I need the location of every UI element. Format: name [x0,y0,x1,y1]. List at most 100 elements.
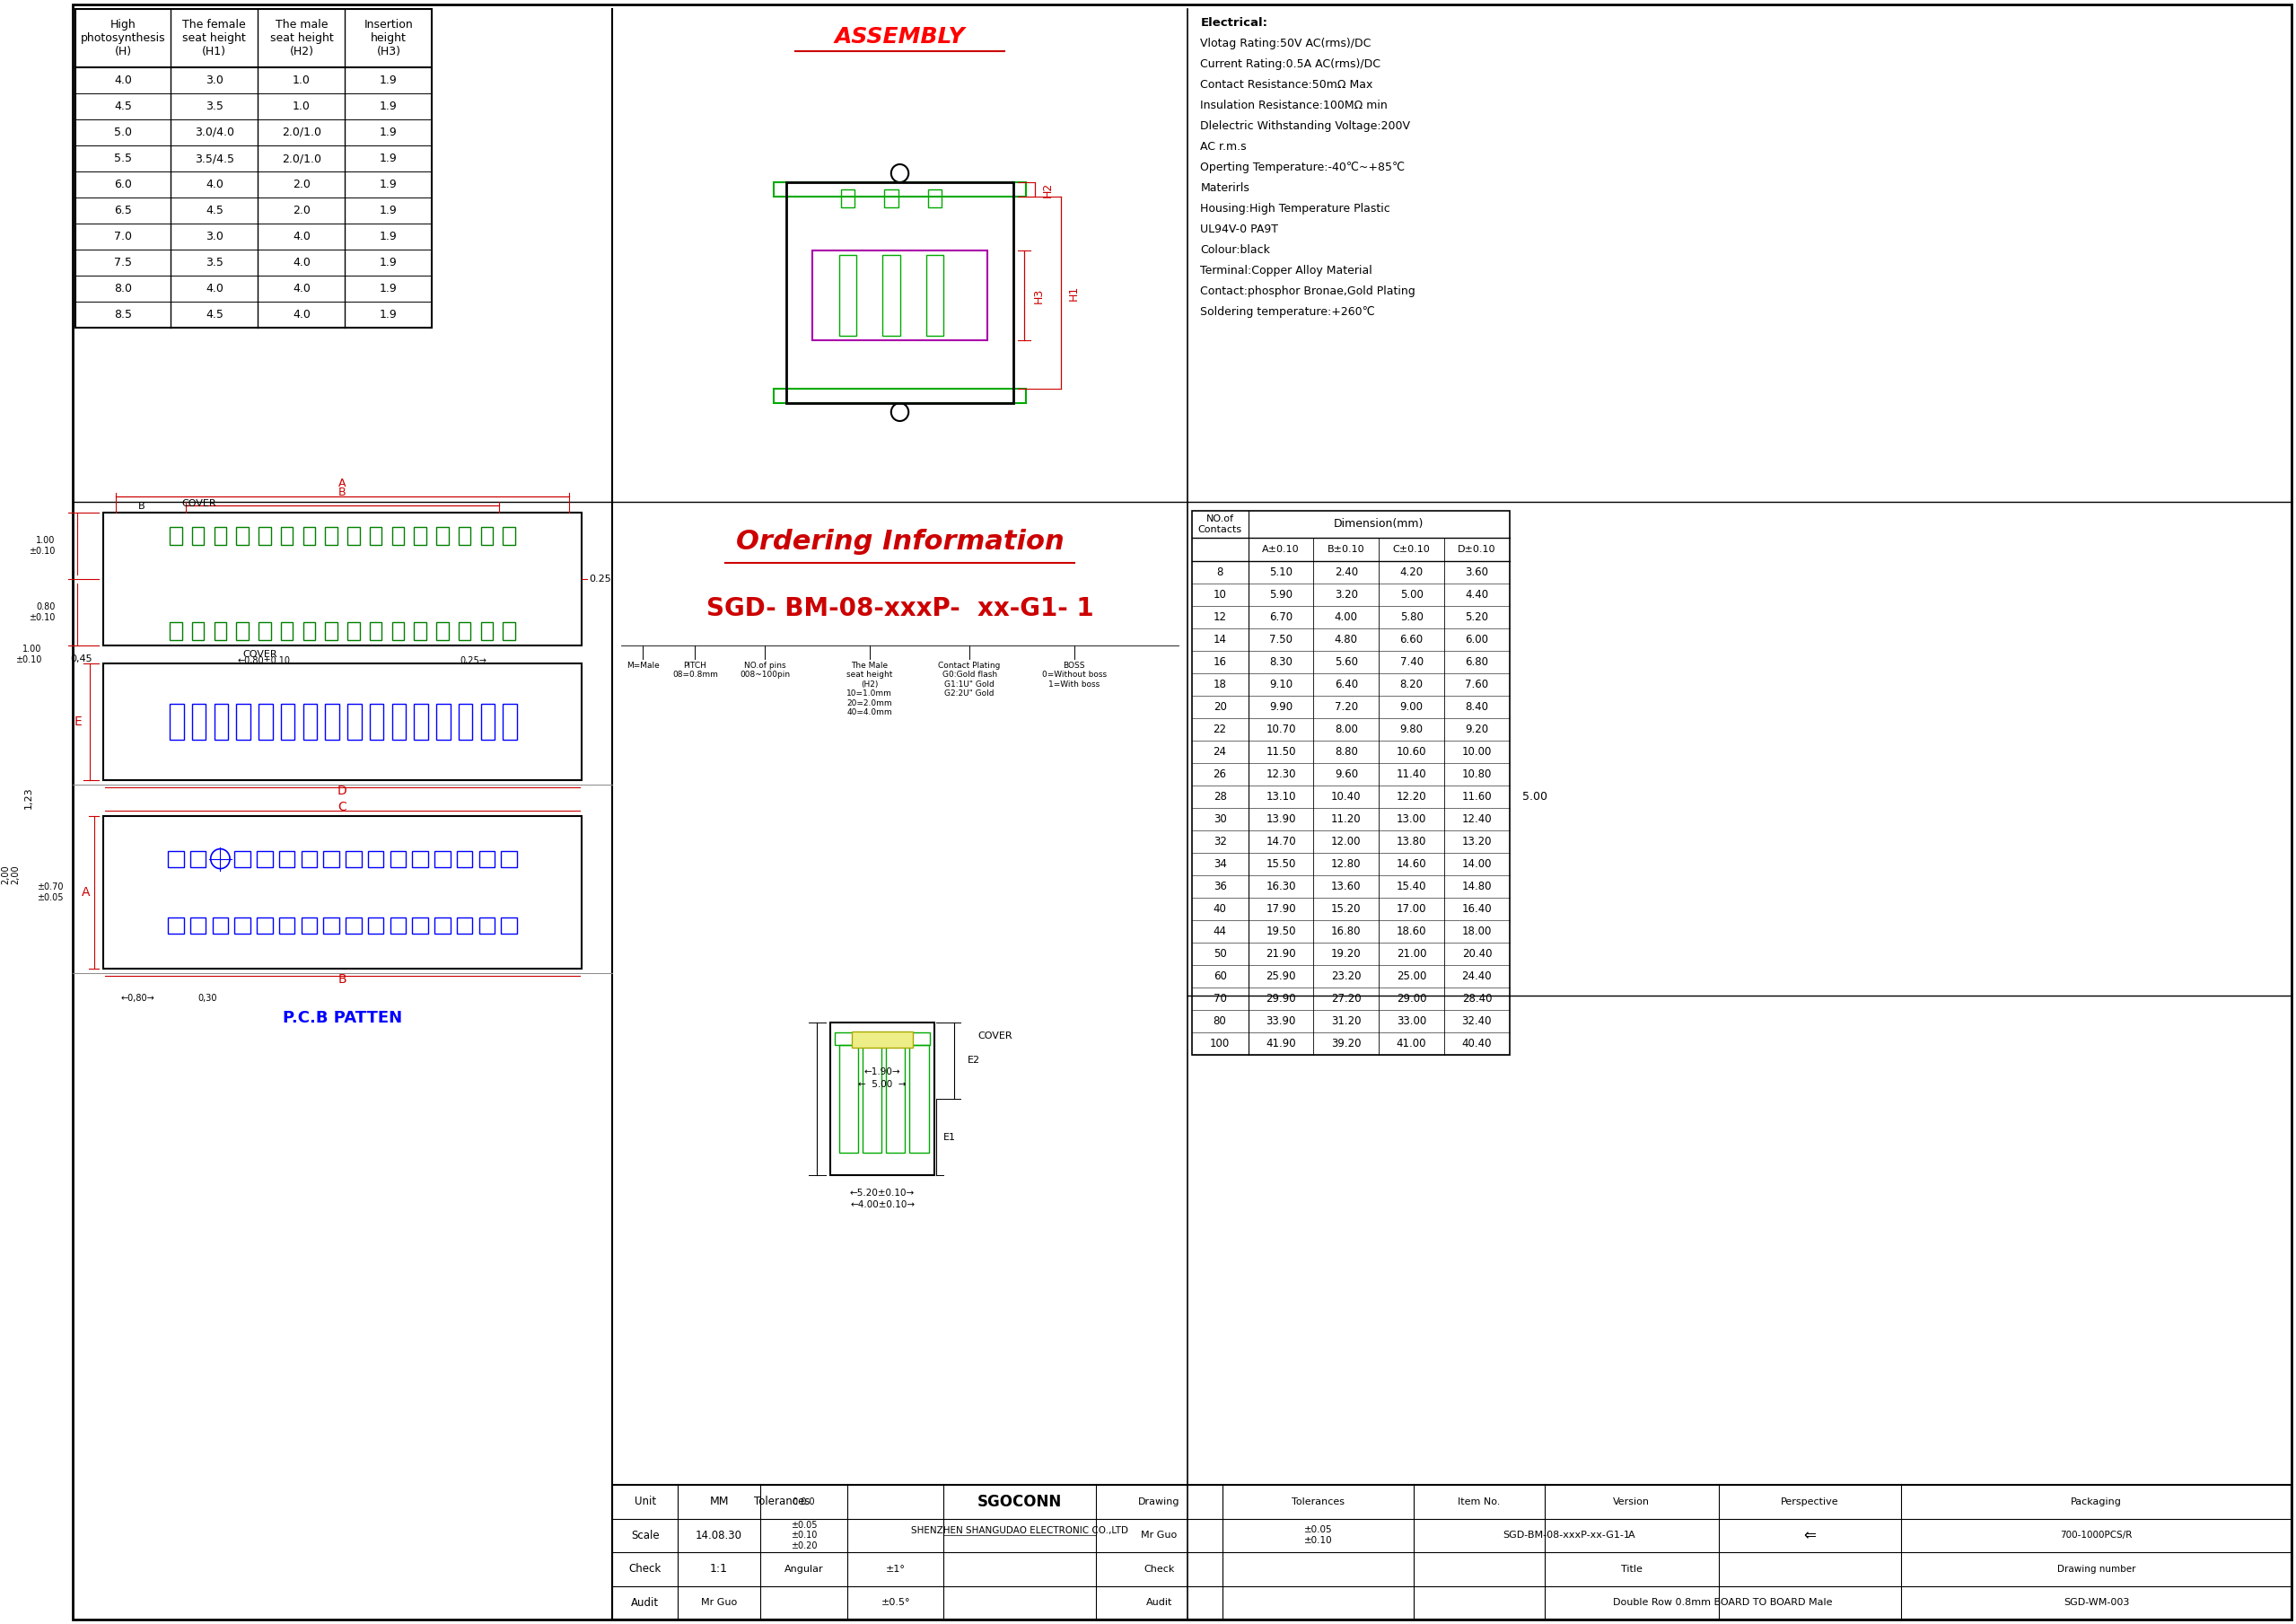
Bar [501,918,517,934]
Bar [788,182,1013,403]
Text: 2.0: 2.0 [292,205,310,216]
Bar [503,622,514,640]
Bar [413,526,427,546]
Text: ±1°: ±1° [886,1564,905,1574]
Text: Item No.: Item No. [1458,1497,1499,1505]
Text: 6.60: 6.60 [1401,633,1424,645]
Text: SGD- BM-08-xxxP-  xx-G1- 1: SGD- BM-08-xxxP- xx-G1- 1 [707,596,1093,622]
Text: 12: 12 [1212,611,1226,624]
Text: H2: H2 [1042,182,1054,197]
Text: 6.80: 6.80 [1465,656,1488,667]
Bar [413,622,427,640]
Bar [280,622,294,640]
Text: 4.0: 4.0 [204,283,223,294]
Text: 17.90: 17.90 [1265,903,1295,914]
Text: 14.00: 14.00 [1463,857,1492,870]
Text: H1: H1 [1068,284,1079,300]
Bar [214,703,227,741]
Text: Unit: Unit [634,1496,657,1507]
Text: B±0.10: B±0.10 [1327,546,1364,554]
Text: 0,45: 0,45 [71,654,92,664]
Text: D: D [338,784,347,797]
Text: 7.40: 7.40 [1401,656,1424,667]
Text: E1: E1 [944,1132,955,1142]
Bar [280,851,294,867]
Text: 8.00: 8.00 [1334,724,1357,736]
Text: Insertion
height
(H3): Insertion height (H3) [365,19,413,57]
Text: High
photosynthesis
(H): High photosynthesis (H) [80,19,165,57]
Bar [367,918,383,934]
Text: 14.80: 14.80 [1463,880,1492,892]
Bar [170,703,184,741]
Text: C±0.10: C±0.10 [1394,546,1430,554]
Bar [459,622,471,640]
Text: NO.of pins
008~100pin: NO.of pins 008~100pin [739,661,790,679]
Text: C: C [338,801,347,814]
Text: 0 0 0: 0 0 0 [792,1497,815,1505]
Text: 12.40: 12.40 [1463,814,1492,825]
Text: 7.60: 7.60 [1465,679,1488,690]
Text: Dlelectric Withstanding Voltage:200V: Dlelectric Withstanding Voltage:200V [1201,120,1410,132]
Bar [882,255,900,336]
Text: 9.60: 9.60 [1334,768,1357,780]
Text: 4.0: 4.0 [204,179,223,190]
Bar [347,526,360,546]
Text: 7.50: 7.50 [1270,633,1293,645]
Text: Audit: Audit [1146,1598,1173,1608]
Bar [393,622,404,640]
Text: 29.00: 29.00 [1396,992,1426,1005]
Bar [480,622,494,640]
Text: ±0.05
±0.10
±0.20: ±0.05 ±0.10 ±0.20 [790,1520,817,1551]
Bar [370,526,381,546]
Bar [168,851,184,867]
Text: Dimension(mm): Dimension(mm) [1334,518,1424,529]
Text: A±0.10: A±0.10 [1263,546,1300,554]
Text: 1.9: 1.9 [379,101,397,112]
Text: 1.9: 1.9 [379,309,397,320]
Text: Ordering Information: Ordering Information [735,529,1063,555]
Text: 1.9: 1.9 [379,231,397,242]
Text: 24.40: 24.40 [1463,971,1492,983]
Text: 0,30: 0,30 [197,994,218,1002]
Text: 9.80: 9.80 [1401,724,1424,736]
Text: 13.60: 13.60 [1332,880,1362,892]
Text: 22: 22 [1212,724,1226,736]
Bar [833,1033,930,1044]
Text: Mr Guo: Mr Guo [700,1598,737,1608]
Bar [457,918,473,934]
Text: 6.5: 6.5 [115,205,131,216]
Text: E2: E2 [969,1056,980,1065]
Text: 16.40: 16.40 [1463,903,1492,914]
Text: 34: 34 [1212,857,1226,870]
Bar [370,703,383,741]
Bar [280,526,294,546]
Text: 2.40: 2.40 [1334,567,1357,578]
Text: Version: Version [1614,1497,1651,1505]
Bar [774,182,1026,197]
Text: 8.30: 8.30 [1270,656,1293,667]
Text: 13.10: 13.10 [1265,791,1295,802]
Bar [168,918,184,934]
Text: 6,00
2,00
2,00: 6,00 2,00 2,00 [0,864,21,883]
Bar [413,851,427,867]
Text: 39.20: 39.20 [1332,1038,1362,1049]
Text: 60: 60 [1212,971,1226,983]
Text: 2.0/1.0: 2.0/1.0 [282,153,321,164]
Text: 70: 70 [1212,992,1226,1005]
Bar [852,1031,914,1047]
Text: ←  5.00  →: ← 5.00 → [859,1080,907,1090]
Text: 13.80: 13.80 [1396,836,1426,848]
Text: ←4.00±0.10→: ←4.00±0.10→ [850,1200,914,1210]
Text: B: B [338,973,347,986]
Text: Packaging: Packaging [2071,1497,2122,1505]
Text: 44: 44 [1212,926,1226,937]
Text: Tolerances: Tolerances [1290,1497,1345,1505]
Text: 5.20: 5.20 [1465,611,1488,624]
Text: Current Rating:0.5A AC(rms)/DC: Current Rating:0.5A AC(rms)/DC [1201,58,1380,70]
Bar [863,1044,882,1153]
Bar [326,526,338,546]
Text: SGD-WM-003: SGD-WM-003 [2064,1598,2128,1608]
Text: ←5.20±0.10→: ←5.20±0.10→ [850,1189,914,1197]
Text: Contact Plating
G0:Gold flash
G1:1U" Gold
G2:2U" Gold: Contact Plating G0:Gold flash G1:1U" Gol… [939,661,1001,698]
Text: 29.90: 29.90 [1265,992,1295,1005]
